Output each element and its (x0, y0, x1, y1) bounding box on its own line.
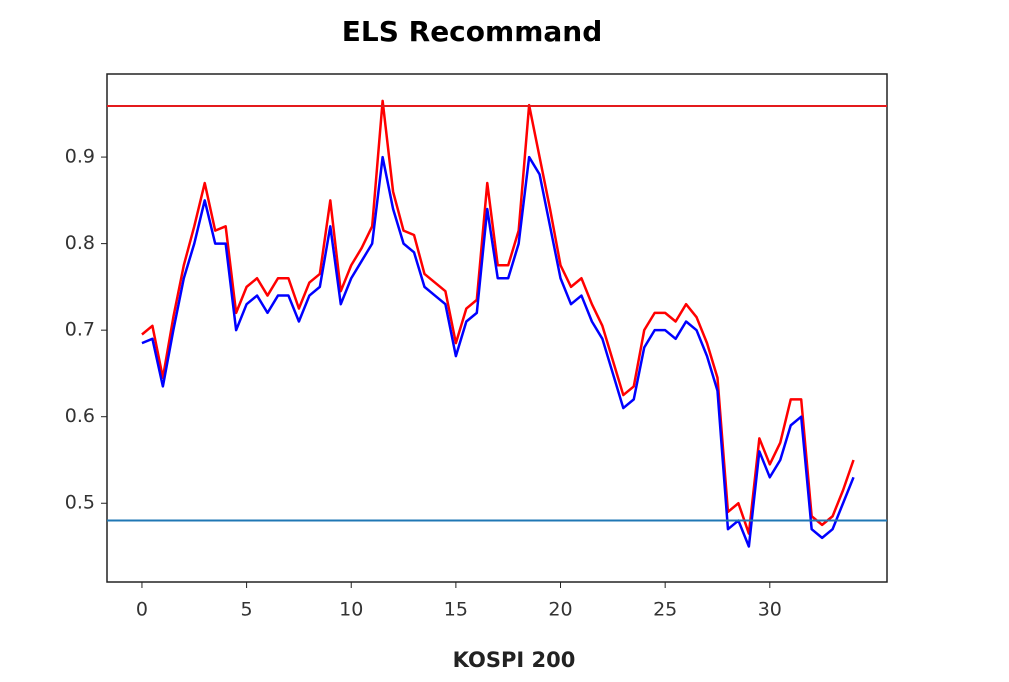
x-axis-label: KOSPI 200 (453, 648, 576, 672)
series-line (141, 155, 855, 548)
chart-title: ELS Recommand (342, 15, 603, 48)
plot-frame (106, 73, 888, 583)
x-tick-label: 30 (758, 599, 782, 621)
y-tick-label: 0.7 (65, 319, 95, 341)
x-tick-label: 5 (241, 599, 253, 621)
x-tick-label: 15 (444, 599, 468, 621)
x-tick-label: 20 (548, 599, 572, 621)
x-tick-label: 10 (339, 599, 363, 621)
y-tick-label: 0.9 (65, 146, 95, 168)
series-line (141, 99, 855, 535)
y-tick-label: 0.8 (65, 232, 95, 254)
x-tick-label: 25 (653, 599, 677, 621)
y-tick-label: 0.6 (65, 405, 95, 427)
x-tick-label: 0 (136, 599, 148, 621)
y-tick-label: 0.5 (65, 492, 95, 514)
